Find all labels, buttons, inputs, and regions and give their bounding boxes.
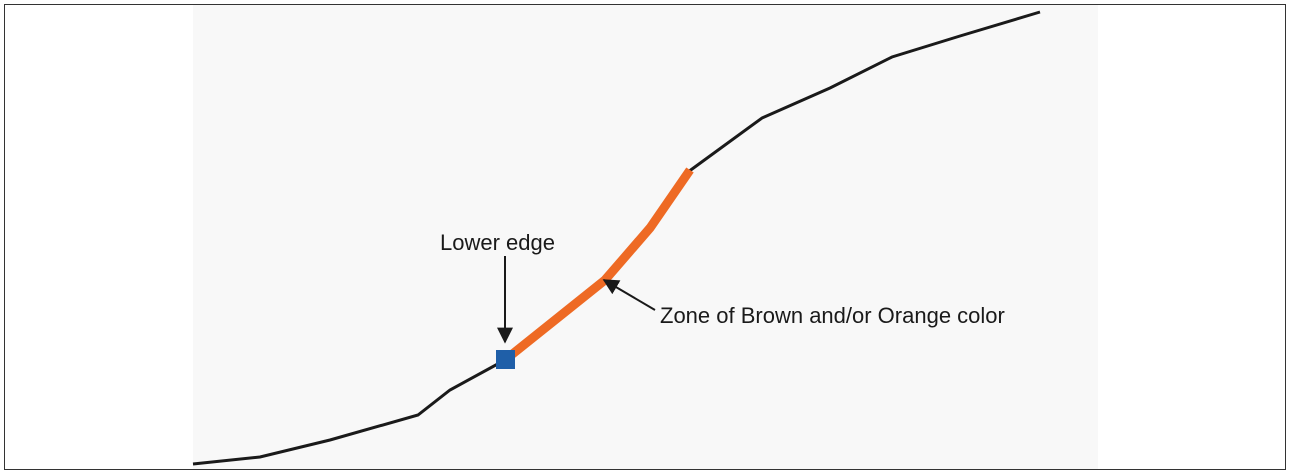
slope-lower xyxy=(192,358,506,466)
slope-upper xyxy=(687,10,1041,174)
orange-zone xyxy=(502,167,694,364)
zone-arrow xyxy=(602,279,656,311)
zone-label: Zone of Brown and/or Orange color xyxy=(660,303,1005,328)
lower-edge-label: Lower edge xyxy=(440,230,555,255)
lower-edge-marker xyxy=(496,350,515,369)
